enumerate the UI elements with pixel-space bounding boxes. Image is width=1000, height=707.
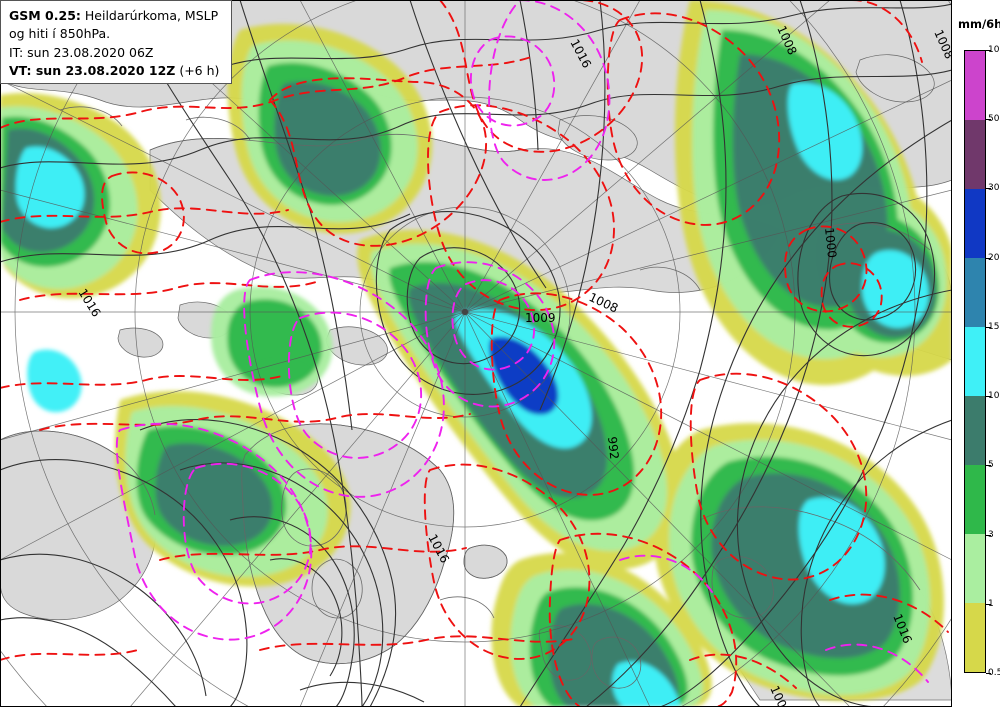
map-panel[interactable]: 1016 1016 1016 1016 1008 1008 1008 1008 … <box>0 0 953 707</box>
legend-band-50-100 <box>965 51 985 120</box>
legend-tick-15: 15 <box>988 321 1000 332</box>
legend-tickmark-50 <box>986 119 991 121</box>
model-name-label: GSM 0.25: <box>9 8 81 23</box>
north-pole-marker <box>461 308 469 316</box>
legend-band-3-5 <box>965 464 985 534</box>
isobar-label: 992 <box>605 436 621 460</box>
legend-tickmark-10 <box>986 396 991 398</box>
graticule-layer <box>0 0 952 707</box>
legend-band-10-15 <box>965 326 985 396</box>
legend-tick-100: 100 <box>988 45 1000 55</box>
map-canvas[interactable]: 1016 1016 1016 1016 1008 1008 1008 1008 … <box>0 0 952 707</box>
legend-tick-0.5: 0.5 <box>988 668 1000 678</box>
valid-time-offset: (+6 h) <box>175 63 220 79</box>
legend-tickmark-3 <box>986 534 991 536</box>
title-line-params: og hiti í 850hPa. <box>9 26 111 42</box>
legend-colorbar <box>964 50 986 673</box>
legend-tick-10: 10 <box>988 391 1000 402</box>
legend-tickmark-30 <box>986 188 991 190</box>
legend-tickmark-20 <box>986 257 991 259</box>
legend-band-5-10 <box>965 395 985 465</box>
isobar-label: 1009 <box>525 311 556 325</box>
legend-band-20-30 <box>965 188 985 258</box>
legend-band-15-20 <box>965 257 985 327</box>
valid-time-bold: VT: sun 23.08.2020 12Z <box>9 63 176 79</box>
isobar-layer <box>0 0 952 707</box>
temp-contour-cold-layer <box>115 0 929 683</box>
legend-band-30-50 <box>965 119 985 189</box>
legend-tickmark-5 <box>986 465 991 467</box>
isobar-label: 1000 <box>822 227 839 259</box>
legend-panel: mm/6h 10050302015105310.5 <box>952 0 1000 707</box>
legend-tick-30: 30 <box>988 183 1000 194</box>
valid-time-label: VT: sun 23.08.2020 12Z (+6 h) <box>9 62 223 80</box>
legend-tick-20: 20 <box>988 252 1000 263</box>
legend-tickmark-15 <box>986 326 991 328</box>
legend-tick-50: 50 <box>988 114 1000 125</box>
init-time-label: IT: sun 23.08.2020 06Z <box>9 44 154 60</box>
legend-band-1-3 <box>965 533 985 603</box>
legend-unit-label: mm/6h <box>958 17 1000 31</box>
legend-tickmark-1 <box>986 603 991 605</box>
legend-tickmark-100 <box>986 50 991 51</box>
temp-contour-warm-layer <box>0 0 949 707</box>
legend-tickmark-0.5 <box>986 673 991 674</box>
title-line1-rest: Heildarúrkoma, MSLP <box>80 8 219 23</box>
title-box: GSM 0.25: Heildarúrkoma, MSLP og hiti í … <box>0 0 232 84</box>
title-line-model: GSM 0.25: Heildarúrkoma, MSLP <box>9 7 223 25</box>
legend-band-0.5-1 <box>965 602 985 672</box>
